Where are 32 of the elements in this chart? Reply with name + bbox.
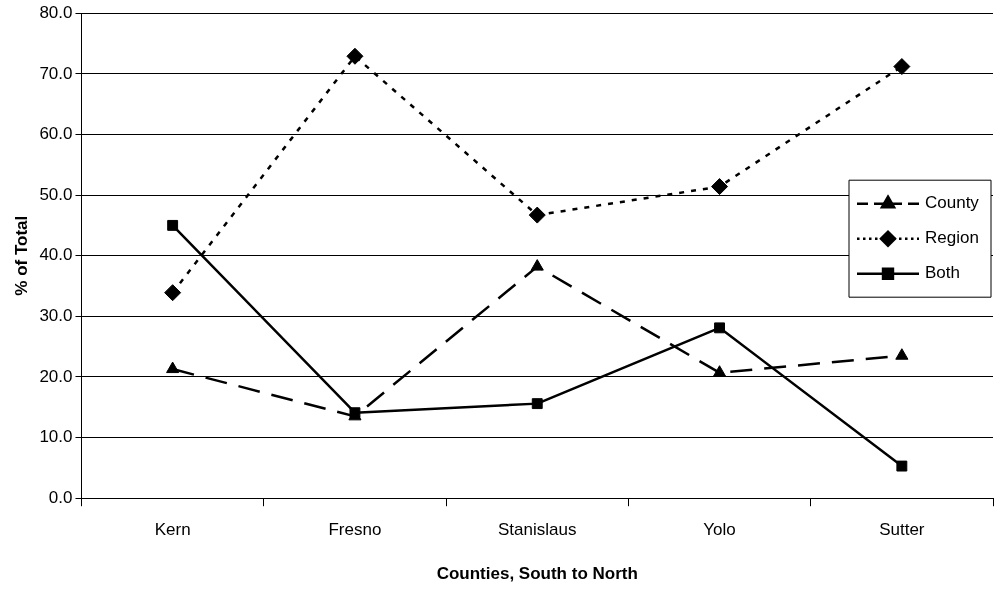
point <box>711 178 729 196</box>
x-tick-label: Sutter <box>879 520 925 540</box>
y-tick-label: 50.0 <box>39 184 73 204</box>
y-axis-title: % of Total <box>11 215 31 296</box>
y-tick-label: 20.0 <box>39 366 73 386</box>
x-axis-title: Counties, South to North <box>436 564 638 584</box>
y-tick-label: 40.0 <box>39 245 73 265</box>
legend-label: County <box>925 193 980 213</box>
y-tick-label: 0.0 <box>48 487 73 507</box>
point <box>164 284 182 302</box>
y-tick-label: 10.0 <box>39 427 73 447</box>
legend-label: Region <box>925 228 979 248</box>
y-tick-label: 80.0 <box>39 2 73 22</box>
point <box>167 219 179 231</box>
point <box>346 47 364 65</box>
point <box>714 322 725 334</box>
y-tick-label: 70.0 <box>39 63 73 83</box>
point <box>893 58 911 76</box>
point <box>895 348 909 360</box>
x-tick-label: Stanislaus <box>498 520 577 540</box>
point <box>166 361 180 374</box>
y-tick-label: 30.0 <box>39 306 73 326</box>
y-tick-label: 60.0 <box>39 124 73 144</box>
x-tick-label: Fresno <box>328 520 382 540</box>
point <box>530 259 544 271</box>
legend-label: Both <box>925 263 960 283</box>
x-tick-label: Yolo <box>703 520 736 540</box>
point <box>531 398 543 410</box>
x-tick-label: Kern <box>154 520 191 540</box>
point <box>712 365 727 377</box>
point <box>528 206 546 224</box>
point <box>896 460 908 472</box>
